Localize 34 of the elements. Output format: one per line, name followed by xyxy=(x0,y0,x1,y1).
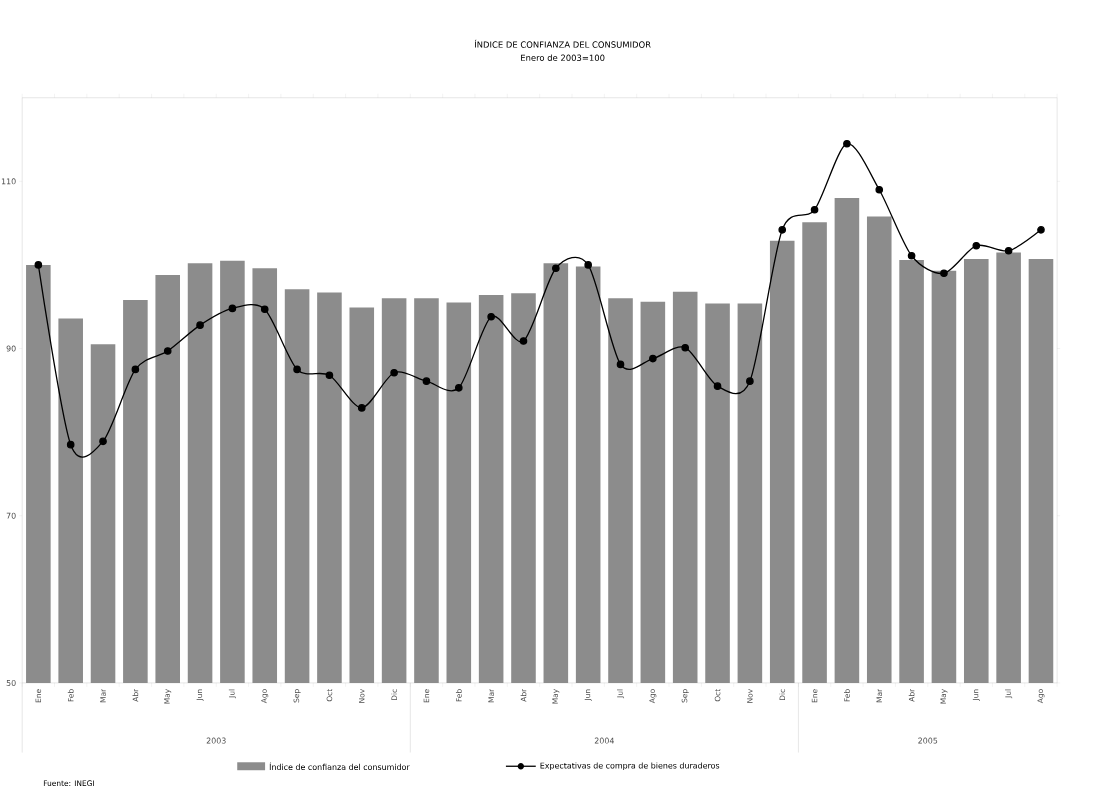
point xyxy=(972,241,981,250)
point xyxy=(325,371,334,380)
point xyxy=(616,360,625,369)
point xyxy=(713,382,722,390)
point xyxy=(487,312,495,321)
point xyxy=(552,264,560,273)
point xyxy=(1004,246,1013,255)
point xyxy=(519,337,528,345)
point xyxy=(99,437,107,446)
point xyxy=(907,251,916,260)
point xyxy=(649,354,657,363)
point xyxy=(422,377,431,385)
point xyxy=(293,365,301,374)
point xyxy=(810,205,819,214)
point xyxy=(746,377,754,385)
point xyxy=(875,185,884,194)
point xyxy=(390,368,398,377)
point xyxy=(260,305,269,314)
point xyxy=(66,440,75,449)
point xyxy=(1037,225,1045,234)
point xyxy=(163,347,172,355)
point xyxy=(454,383,463,392)
point xyxy=(357,404,366,412)
point xyxy=(34,261,43,269)
chart-subtitle: Enero de 2003=100 xyxy=(521,54,605,61)
chart-title: ÍNDICE DE CONFIANZA DEL CONSUMIDOR xyxy=(474,39,651,48)
point xyxy=(843,139,851,148)
point xyxy=(940,269,948,278)
point xyxy=(681,343,690,352)
point xyxy=(196,321,204,329)
point xyxy=(778,225,787,234)
point xyxy=(228,304,237,313)
point xyxy=(131,365,140,374)
point xyxy=(584,261,592,269)
